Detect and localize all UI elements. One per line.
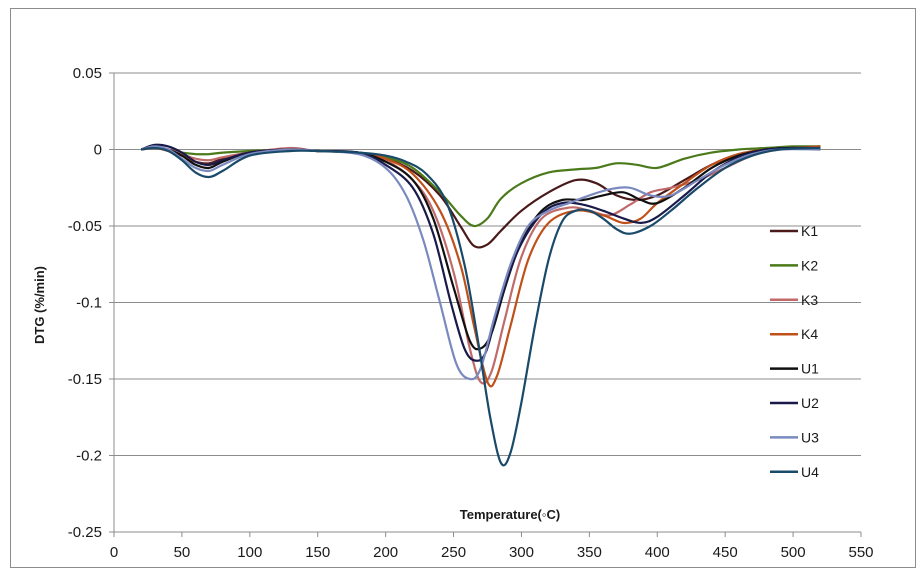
legend-label-u3: U3: [801, 429, 819, 445]
series-line-u2: [140, 143, 821, 362]
x-tick-label: 350: [577, 544, 602, 561]
y-tick-label: -0.25: [68, 524, 102, 541]
x-tick-label: 400: [645, 544, 670, 561]
legend-label-k1: K1: [801, 223, 818, 239]
series-line-k1: [140, 145, 821, 249]
legend-label-u2: U2: [801, 395, 819, 411]
x-tick-label: 0: [110, 544, 118, 561]
x-tick-label: 150: [305, 544, 330, 561]
y-tick-label: 0: [94, 142, 102, 159]
legend-label-u1: U1: [801, 361, 819, 377]
y-tick-label: -0.05: [68, 218, 102, 235]
x-tick-label: 250: [441, 544, 466, 561]
series-line-k2: [141, 145, 821, 228]
chart-frame: [10, 8, 916, 568]
y-tick-label: -0.15: [68, 371, 102, 388]
legend-label-k2: K2: [801, 257, 818, 273]
series-lines: [140, 143, 821, 467]
legend-label-k3: K3: [801, 292, 818, 308]
legend-label-k4: K4: [801, 326, 818, 342]
legend-label-u4: U4: [801, 464, 819, 480]
x-tick-label: 50: [174, 544, 191, 561]
y-tick-label: -0.1: [76, 295, 102, 312]
x-tick-label: 450: [713, 544, 738, 561]
x-tick-label: 100: [237, 544, 262, 561]
series-line-u3: [140, 145, 821, 381]
x-tick-labels: 0 50 100 150 200 250 300 350 400 450 500 550: [110, 544, 874, 561]
x-tick-label: 550: [848, 544, 873, 561]
series-line-u4: [141, 146, 821, 467]
y-tick-label: 0.05: [73, 65, 102, 82]
series-line-k3: [141, 146, 821, 385]
y-axis-title: DTG (%/min): [32, 266, 47, 344]
axes: [109, 72, 862, 537]
x-tick-label: 300: [509, 544, 534, 561]
series-line-k4: [141, 145, 821, 388]
x-axis-title: Temperature(◦C): [460, 507, 560, 522]
y-tick-label: -0.2: [76, 448, 102, 465]
x-tick-label: 200: [373, 544, 398, 561]
y-tick-labels: 0.05 0 -0.05 -0.1 -0.15 -0.2 -0.25: [68, 65, 102, 541]
x-tick-label: 500: [781, 544, 806, 561]
legend: K1 K2 K3 K4 U1 U2 U3 U4: [770, 223, 819, 480]
